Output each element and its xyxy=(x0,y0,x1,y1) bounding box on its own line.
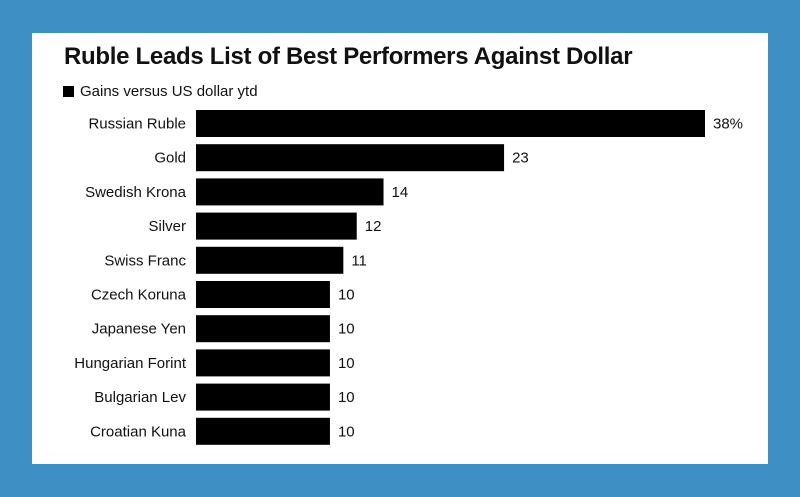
bar-chart: Russian Ruble 38% Gold 23 Swedish Krona 14 Sil… xyxy=(74,110,743,445)
chart-card: Ruble Leads List of Best Performers Agai… xyxy=(32,33,768,464)
bar xyxy=(196,281,330,308)
value-label: 23 xyxy=(512,150,529,167)
value-label: 10 xyxy=(338,423,355,440)
bar xyxy=(196,315,330,343)
value-label: 10 xyxy=(338,355,355,372)
value-label: 10 xyxy=(338,389,355,406)
value-label: 14 xyxy=(392,184,409,201)
bar xyxy=(196,110,705,137)
chart-title: Ruble Leads List of Best Performers Agai… xyxy=(64,43,633,70)
category-label: Russian Ruble xyxy=(88,116,186,133)
legend-swatch xyxy=(63,86,74,97)
category-label: Silver xyxy=(148,218,186,235)
bar xyxy=(196,349,330,377)
bar xyxy=(196,383,330,411)
category-label: Swiss Franc xyxy=(104,252,186,269)
category-label: Gold xyxy=(154,150,186,167)
value-label: 38% xyxy=(713,116,743,133)
bar xyxy=(196,212,357,240)
category-label: Japanese Yen xyxy=(92,321,186,338)
bar xyxy=(196,246,344,274)
value-label: 10 xyxy=(338,321,355,338)
bar xyxy=(196,417,330,445)
legend: Gains versus US dollar ytd xyxy=(63,83,258,100)
category-label: Swedish Krona xyxy=(85,184,187,201)
value-label: 11 xyxy=(351,252,367,269)
bar xyxy=(196,144,505,172)
value-label: 10 xyxy=(338,287,355,304)
category-label: Bulgarian Lev xyxy=(94,389,186,406)
category-label: Hungarian Forint xyxy=(74,355,187,372)
bar xyxy=(196,178,384,206)
category-label: Croatian Kuna xyxy=(90,423,187,440)
category-label: Czech Koruna xyxy=(91,287,187,304)
legend-label: Gains versus US dollar ytd xyxy=(80,83,258,100)
value-label: 12 xyxy=(365,218,382,235)
